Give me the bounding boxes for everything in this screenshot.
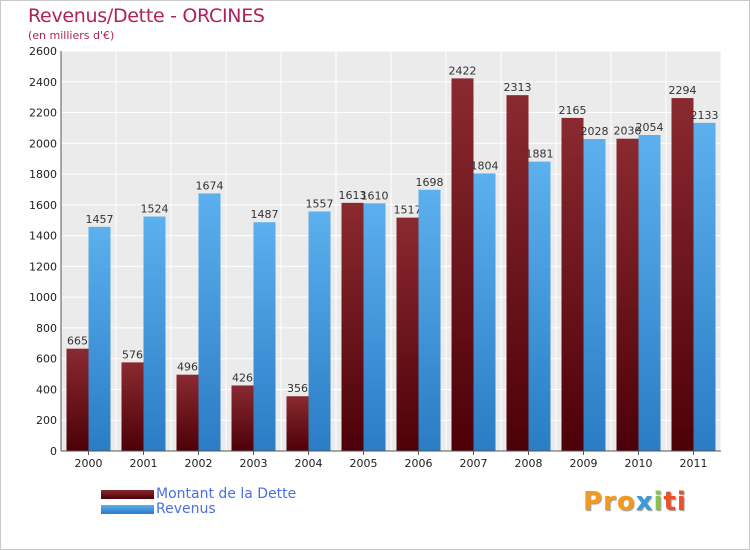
bar-revenus (583, 139, 606, 451)
data-label-debt: 2294 (669, 84, 697, 97)
chart-subtitle: (en milliers d'€) (28, 29, 115, 42)
y-tick-label: 1800 (29, 168, 57, 181)
chart-title: Revenus/Dette - ORCINES (28, 5, 265, 27)
data-label-debt: 496 (177, 361, 198, 374)
bar-revenus (473, 173, 496, 451)
data-label-revenus: 1557 (306, 197, 334, 210)
bar-revenus (693, 122, 716, 451)
y-tick-label: 2600 (29, 45, 57, 58)
data-label-debt: 356 (287, 382, 308, 395)
bar-debt (671, 98, 694, 452)
data-label-debt: 2422 (449, 64, 477, 77)
data-label-revenus: 1804 (471, 159, 499, 172)
y-axis: 0 200 400 600 800 1000 1200 1400 1600 1800 2000 220… (29, 45, 62, 458)
grid (60, 50, 722, 452)
y-tick-label: 2400 (29, 76, 57, 89)
bar-revenus (88, 226, 111, 451)
y-tick-label: 200 (36, 414, 57, 427)
data-label-debt: 665 (67, 335, 88, 348)
bar-debt (176, 374, 199, 451)
data-label-revenus: 1698 (416, 176, 444, 189)
data-label-debt: 2313 (504, 81, 532, 94)
bar-revenus (308, 211, 331, 451)
x-tick-label: 2009 (570, 457, 598, 470)
x-tick-label: 2004 (295, 457, 323, 470)
bar-debt (66, 348, 89, 451)
x-tick-label: 2005 (350, 457, 378, 470)
x-tick-label: 2003 (240, 457, 268, 470)
legend-label-debt: Montant de la Dette (156, 486, 297, 502)
data-label-revenus: 1674 (196, 179, 224, 192)
bar-debt (231, 385, 254, 451)
data-label-debt: 426 (232, 371, 253, 384)
y-tick-label: 2200 (29, 107, 57, 120)
x-tick-label: 2006 (405, 457, 433, 470)
bar-debt (396, 217, 419, 451)
x-tick-label: 2011 (680, 457, 708, 470)
bar-revenus (418, 189, 441, 451)
x-tick-label: 2010 (625, 457, 653, 470)
data-label-debt: 1613 (339, 189, 367, 202)
bar-revenus (363, 203, 386, 451)
x-axis: 2000 2001 2002 2003 2004 2005 2006 2007 2008 2009… (61, 450, 721, 470)
x-tick-label: 2002 (185, 457, 213, 470)
data-label-revenus: 2133 (691, 109, 719, 122)
bar-revenus (143, 216, 166, 451)
data-label-revenus: 2054 (636, 121, 664, 134)
legend-swatch-revenus (101, 505, 154, 514)
bar-revenus (198, 193, 221, 451)
y-tick-label: 400 (36, 383, 57, 396)
legend-swatch-debt (101, 490, 154, 499)
data-label-revenus: 1457 (86, 213, 114, 226)
y-tick-label: 1200 (29, 260, 57, 273)
y-tick-label: 1400 (29, 230, 57, 243)
y-tick-label: 1600 (29, 199, 57, 212)
bars: 6651457576152449616744261487356155716131… (66, 64, 719, 452)
bar-revenus (253, 222, 276, 451)
legend-label-revenus: Revenus (156, 501, 216, 517)
y-tick-label: 2000 (29, 137, 57, 150)
y-tick-label: 600 (36, 353, 57, 366)
bar-debt (121, 362, 144, 451)
data-label-debt: 2030 (614, 125, 642, 138)
bar-debt (341, 202, 364, 451)
bar-debt (286, 396, 309, 451)
data-label-revenus: 2028 (581, 125, 609, 138)
bar-revenus (528, 161, 551, 451)
bar-revenus (638, 135, 661, 451)
data-label-debt: 1517 (394, 204, 422, 217)
bar-debt (451, 78, 474, 451)
x-tick-label: 2008 (515, 457, 543, 470)
x-tick-label: 2007 (460, 457, 488, 470)
y-tick-label: 800 (36, 322, 57, 335)
bar-debt (561, 117, 584, 451)
proxiti-logo: Proxiti (583, 487, 687, 517)
data-label-revenus: 1487 (251, 208, 279, 221)
data-label-revenus: 1881 (526, 148, 554, 161)
x-tick-label: 2001 (130, 457, 158, 470)
bar-debt (616, 138, 639, 451)
data-label-revenus: 1610 (361, 189, 389, 202)
y-tick-label: 0 (50, 445, 57, 458)
bar-debt (506, 95, 529, 452)
data-label-revenus: 1524 (141, 203, 169, 216)
x-tick-label: 2000 (75, 457, 103, 470)
data-label-debt: 2165 (559, 104, 587, 117)
y-tick-label: 1000 (29, 291, 57, 304)
data-label-debt: 576 (122, 348, 143, 361)
